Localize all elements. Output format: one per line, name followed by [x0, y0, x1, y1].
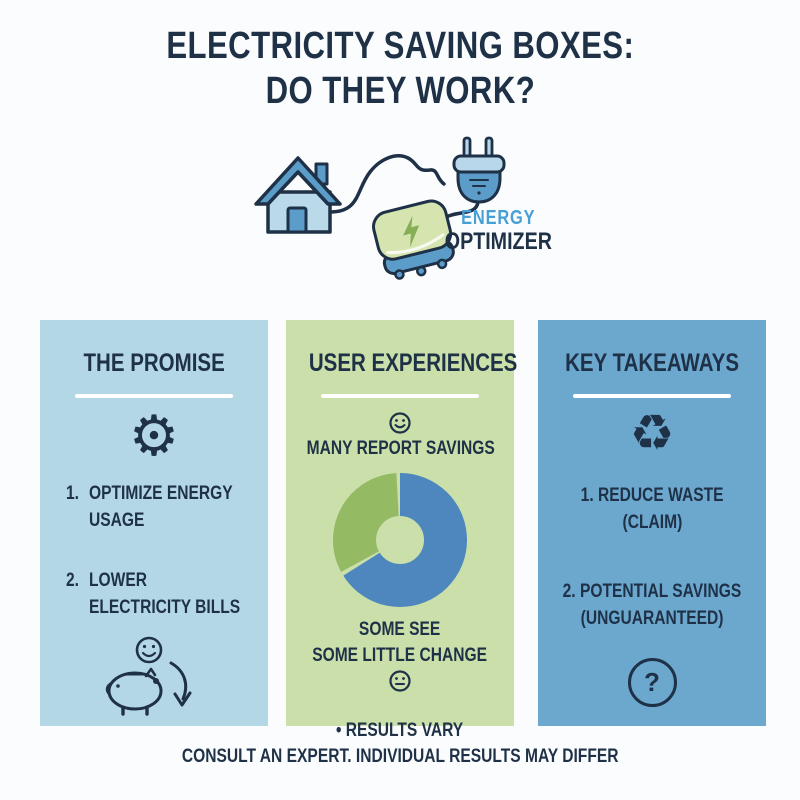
column-the-promise: THE PROMISE ⚙ 1. OPTIMIZE ENERGY USAGE 2…	[40, 320, 268, 726]
header-divider	[321, 394, 479, 398]
item-text-line1: REDUCE WASTE	[597, 485, 724, 506]
list-item: 2. LOWER ELECTRICITY BILLS	[66, 567, 268, 621]
column-title: KEY TAKEAWAYS	[565, 349, 739, 377]
down-arrow-icon	[169, 661, 192, 707]
house-icon	[254, 156, 342, 234]
item-text-line2: (CLAIM)	[622, 512, 682, 533]
recycle-icon: ♻	[629, 405, 675, 461]
item-number: 2.	[66, 570, 80, 591]
user-note-many-savings: MANY REPORT SAVINGS	[286, 411, 514, 461]
item-text-line2: ELECTRICITY BILLS	[88, 597, 241, 618]
hero-illustration	[230, 110, 570, 300]
footer-disclaimer: CONSULT AN EXPERT. INDIVIDUAL RESULTS MA…	[0, 746, 800, 768]
piggy-bank-savings-icon	[105, 636, 192, 716]
house-plug-device-illustration	[254, 136, 506, 280]
bullet-text: RESULTS VARY	[346, 720, 464, 741]
note-text: MANY REPORT SAVINGS	[306, 438, 495, 459]
takeaways-list: 1. REDUCE WASTE (CLAIM) 2. POTENTIAL SAV…	[538, 482, 766, 632]
brand-line2: OPTIMIZER	[444, 228, 552, 255]
question-mark-glyph: ?	[644, 667, 660, 697]
power-cord-icon	[328, 154, 446, 214]
page-title: ELECTRICITY SAVING BOXES: DO THEY WORK?	[0, 24, 800, 114]
bullet-marker: •	[336, 720, 342, 741]
donut-segment	[333, 473, 467, 607]
footer-text: CONSULT AN EXPERT. INDIVIDUAL RESULTS MA…	[181, 746, 619, 767]
list-item: 1. OPTIMIZE ENERGY USAGE	[66, 480, 268, 534]
page-title-line1: ELECTRICITY SAVING BOXES:	[166, 25, 634, 67]
donut-segment	[333, 473, 467, 607]
promise-list: 1. OPTIMIZE ENERGY USAGE 2. LOWER ELECTR…	[40, 466, 268, 621]
item-number: 1.	[580, 485, 594, 506]
item-number: 1.	[66, 483, 80, 504]
smiley-face-icon	[389, 412, 411, 434]
item-text-line1: LOWER	[88, 570, 147, 591]
brand-line1: ENERGY	[460, 207, 536, 229]
donut-chart	[333, 473, 467, 607]
gear-icon: ⚙	[128, 404, 180, 467]
brand-name: ENERGY OPTIMIZER	[428, 207, 568, 255]
column-title: THE PROMISE	[83, 349, 225, 377]
item-text-line1: POTENTIAL SAVINGS	[580, 581, 742, 602]
item-text: LOWER ELECTRICITY BILLS	[89, 567, 273, 621]
column-title: USER EXPERIENCES	[308, 349, 518, 377]
item-text-line2: USAGE	[88, 510, 145, 531]
list-item: 1. REDUCE WASTE (CLAIM)	[538, 482, 766, 536]
neutral-face-icon	[389, 670, 411, 692]
header-divider	[75, 394, 233, 398]
user-note-some-change: SOME SEE SOME LITTLE CHANGE	[286, 617, 514, 696]
smiley-face-icon	[135, 636, 163, 664]
plug-icon	[452, 136, 506, 204]
note-text-line2: SOME LITTLE CHANGE	[312, 645, 488, 666]
question-mark-icon: ?	[627, 658, 677, 707]
results-vary-bullet: • RESULTS VARY	[286, 720, 514, 742]
item-text-line2: (UNGUARANTEED)	[580, 608, 724, 629]
header-divider	[573, 394, 731, 398]
item-number: 2.	[562, 581, 576, 602]
list-item: 2. POTENTIAL SAVINGS (UNGUARANTEED)	[538, 578, 766, 632]
piggy-bank-icon	[105, 667, 163, 716]
column-key-takeaways: KEY TAKEAWAYS ♻ 1. REDUCE WASTE (CLAIM) …	[538, 320, 766, 726]
page-title-line2: DO THEY WORK?	[265, 70, 535, 112]
item-text: OPTIMIZE ENERGY USAGE	[89, 480, 264, 534]
item-text-line1: OPTIMIZE ENERGY	[88, 483, 233, 504]
column-user-experiences: USER EXPERIENCES MANY REPORT SAVINGS SOM…	[286, 320, 518, 741]
energy-box-icon	[372, 199, 455, 280]
lightning-bolt-icon	[403, 215, 420, 248]
note-text-line1: SOME SEE	[359, 619, 441, 640]
